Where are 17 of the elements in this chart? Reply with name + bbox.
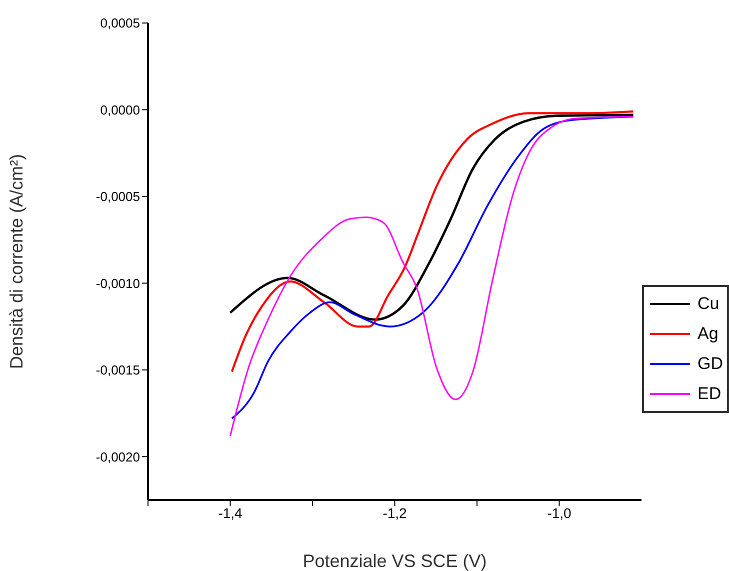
x-tick-label: -1,4 (218, 504, 243, 521)
y-axis-title: Densità di corrente (A/cm²) (6, 154, 26, 370)
legend-label: Cu (698, 294, 720, 314)
legend-label: GD (698, 354, 723, 374)
y-tick-label: 0,0000 (100, 102, 140, 118)
x-axis-title: Potenziale VS SCE (V) (302, 551, 487, 571)
line-series (229, 114, 634, 321)
x-tick-label: -1,2 (382, 504, 408, 521)
legend-label: ED (698, 384, 722, 404)
legend-label: Ag (698, 324, 718, 344)
y-tick-label: 0,0005 (100, 16, 140, 31)
line-series (230, 110, 634, 373)
y-tick-label: -0,0010 (96, 276, 140, 291)
x-tick-label: -1,0 (547, 504, 572, 521)
y-tick-label: -0,0020 (96, 449, 140, 464)
y-tick-label: -0,0005 (96, 189, 140, 204)
y-tick-label: -0,0015 (96, 362, 140, 378)
